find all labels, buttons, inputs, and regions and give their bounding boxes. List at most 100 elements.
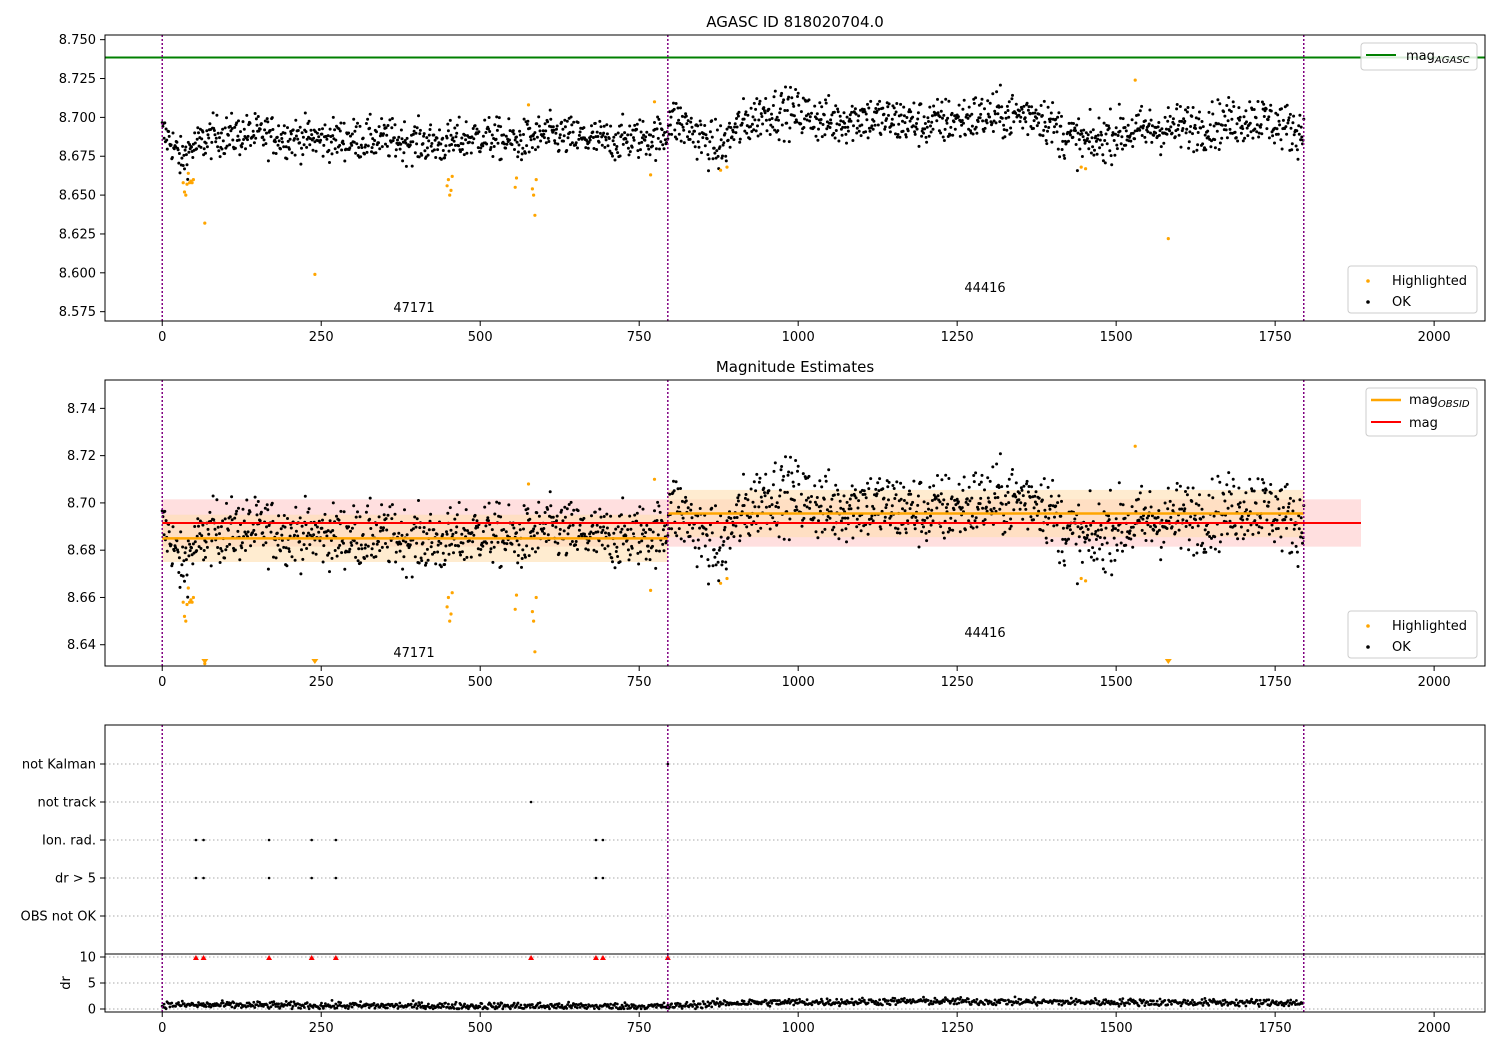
ok-point [1159, 558, 1163, 562]
ok-point [925, 539, 929, 543]
ok-point [256, 115, 260, 118]
ok-point [371, 137, 375, 141]
ok-point [890, 117, 894, 121]
ok-point [532, 534, 536, 538]
ok-point [862, 489, 866, 493]
ok-point [422, 530, 426, 534]
ok-point [707, 157, 711, 161]
ok-point [1240, 124, 1244, 128]
ok-point [361, 533, 365, 536]
ok-point [1285, 482, 1289, 486]
ok-point [675, 121, 679, 125]
ok-point [595, 130, 599, 134]
ok-point [491, 560, 495, 564]
ok-point [836, 107, 840, 111]
ok-point [1004, 494, 1007, 498]
dr-point [554, 1006, 558, 1010]
ok-point [1109, 559, 1113, 563]
ok-point [306, 510, 310, 514]
ok-point [1291, 509, 1295, 513]
dr-point [861, 996, 864, 1000]
ok-point [229, 129, 233, 133]
ok-point [608, 149, 612, 153]
ok-point [330, 556, 334, 560]
ok-point [853, 107, 857, 111]
ok-point [323, 512, 327, 516]
ok-point [1248, 477, 1252, 481]
y-tick-label: 8.72 [67, 449, 96, 464]
ok-point [385, 528, 389, 532]
highlighted-point [533, 650, 537, 654]
ok-point [1249, 130, 1253, 134]
dr-point [1117, 1004, 1121, 1008]
dr-point [230, 1005, 234, 1009]
ok-point [771, 125, 775, 129]
ok-point [1054, 122, 1058, 126]
ok-point [1009, 131, 1013, 135]
ok-point [942, 498, 946, 502]
dr-point [825, 997, 829, 1001]
ok-point [680, 123, 684, 127]
ok-point [715, 551, 719, 555]
ok-point [271, 128, 275, 131]
ok-point [384, 142, 387, 146]
ok-point [382, 513, 386, 517]
dr-point [411, 999, 415, 1003]
ok-point [576, 121, 580, 124]
ok-point [236, 529, 240, 533]
ok-point [1056, 549, 1060, 553]
highlighted-point [191, 178, 195, 182]
ok-point [183, 551, 187, 555]
ok-point [738, 539, 742, 543]
dr-point [251, 1004, 255, 1008]
ok-point [936, 111, 940, 115]
ok-point [956, 115, 960, 119]
ok-point [1061, 526, 1065, 530]
ok-point [1292, 114, 1296, 118]
dr-point [386, 1006, 389, 1010]
ok-point [689, 120, 693, 124]
ok-point [838, 114, 842, 118]
x-tick-label: 2000 [1418, 675, 1451, 690]
ok-point [586, 146, 590, 150]
ok-point [639, 523, 643, 527]
ok-point [544, 540, 548, 543]
ok-point [570, 540, 574, 543]
dr-point [1257, 1005, 1261, 1008]
ok-point [927, 507, 930, 511]
x-tick-label: 1750 [1259, 675, 1292, 690]
ok-point [328, 161, 331, 164]
ok-point [1146, 523, 1150, 527]
ok-point [775, 115, 779, 119]
ok-point [836, 488, 840, 492]
ok-point [746, 113, 750, 117]
ok-point [786, 473, 790, 477]
highlighted-point [181, 600, 185, 604]
ok-point [571, 130, 575, 134]
ok-point [779, 468, 783, 472]
ok-point [613, 158, 617, 162]
ok-point [602, 124, 606, 128]
ok-point [591, 523, 595, 527]
ok-point [1178, 105, 1182, 108]
ok-point [1055, 130, 1059, 134]
ok-point [363, 152, 366, 156]
ok-point [1158, 129, 1162, 133]
ok-point [273, 140, 277, 144]
ok-point [920, 134, 924, 138]
ok-point [876, 481, 880, 485]
ok-point [640, 140, 644, 144]
ok-point [473, 124, 477, 128]
x-tick-label: 1750 [1259, 330, 1292, 345]
ok-point [722, 540, 726, 543]
ok-point [1228, 127, 1232, 131]
ok-point [1019, 115, 1023, 119]
ok-point [916, 111, 920, 115]
dr-point [232, 1001, 236, 1005]
dr-point [926, 999, 930, 1002]
dr-point [1116, 1002, 1120, 1006]
ok-point [983, 518, 987, 522]
ok-point [244, 147, 247, 151]
ok-point [1280, 549, 1284, 553]
